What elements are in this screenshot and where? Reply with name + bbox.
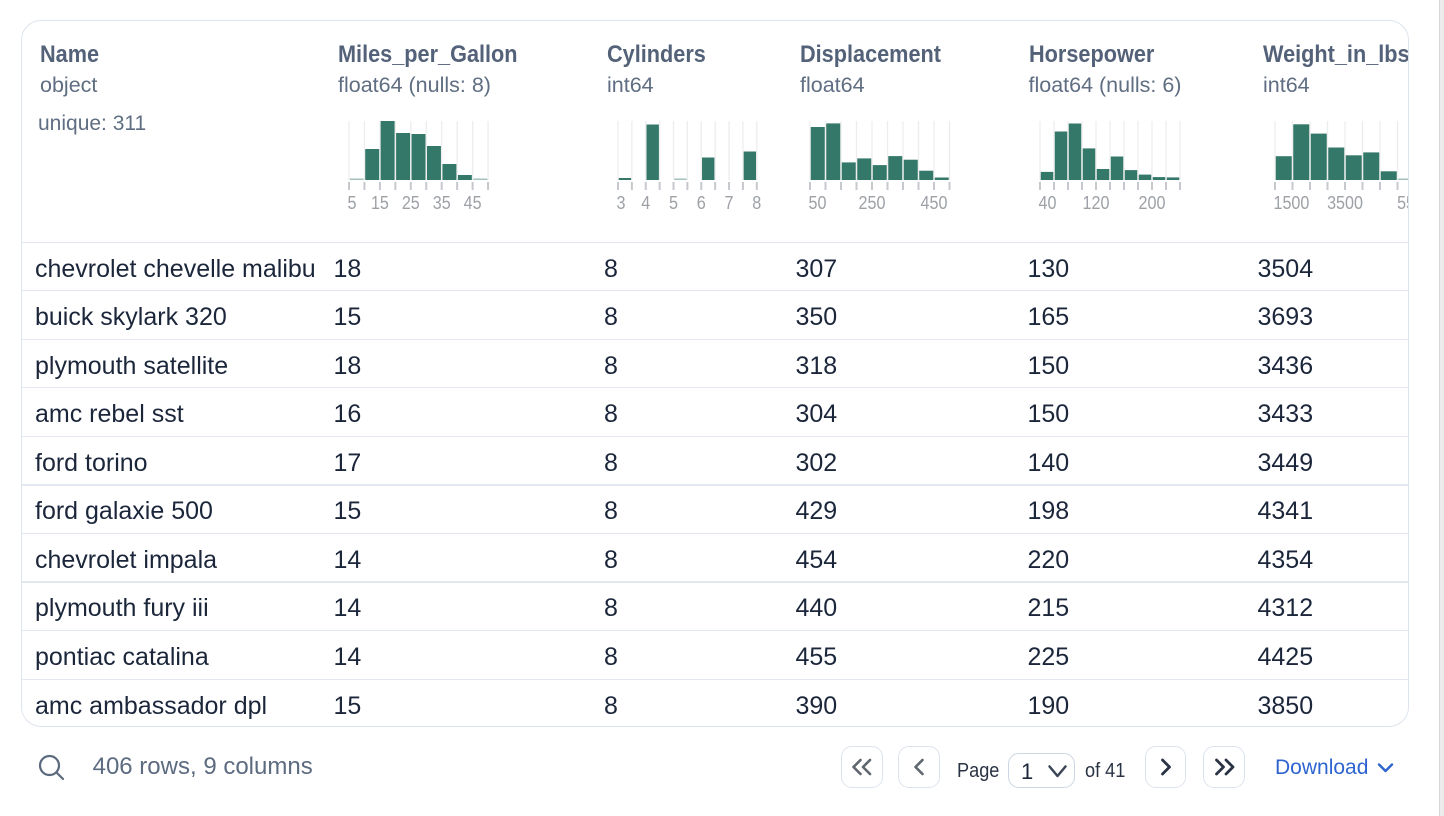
svg-text:35: 35	[433, 192, 451, 213]
svg-text:3500: 3500	[1327, 192, 1363, 213]
svg-text:200: 200	[1138, 192, 1165, 213]
svg-text:15: 15	[371, 192, 389, 213]
svg-text:4: 4	[641, 192, 650, 213]
svg-text:120: 120	[1082, 192, 1109, 213]
svg-text:50: 50	[808, 192, 826, 213]
svg-text:5: 5	[669, 192, 678, 213]
svg-text:45: 45	[463, 192, 481, 213]
svg-text:5500: 5500	[1397, 192, 1408, 213]
svg-text:25: 25	[402, 192, 420, 213]
svg-text:450: 450	[920, 192, 947, 213]
svg-text:250: 250	[858, 192, 885, 213]
svg-text:6: 6	[697, 192, 706, 213]
svg-text:7: 7	[725, 192, 734, 213]
svg-text:40: 40	[1038, 192, 1056, 213]
svg-text:5: 5	[347, 192, 356, 213]
svg-text:8: 8	[752, 192, 761, 213]
svg-text:1500: 1500	[1273, 192, 1309, 213]
svg-text:3: 3	[617, 192, 626, 213]
